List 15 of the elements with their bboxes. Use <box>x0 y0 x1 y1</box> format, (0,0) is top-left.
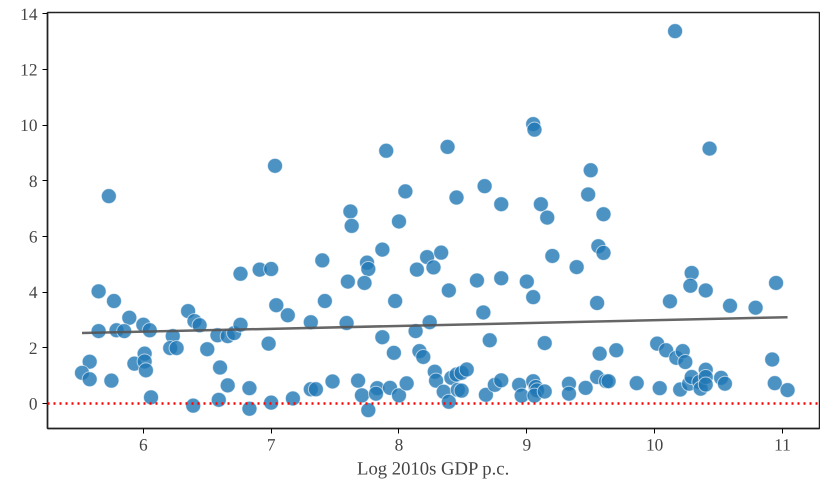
x-tick-label: 11 <box>774 436 791 454</box>
x-tick-label: 8 <box>394 436 404 454</box>
y-tick-label: 6 <box>28 228 38 246</box>
y-tick-label: 12 <box>20 60 38 80</box>
x-tick-label: 10 <box>646 436 664 454</box>
y-tick-label: 8 <box>28 172 38 191</box>
x-tick-label: 9 <box>522 436 532 454</box>
x-tick-label: 6 <box>139 436 148 454</box>
y-tick-label: 0 <box>28 394 38 414</box>
y-tick-label: 10 <box>20 116 38 136</box>
y-tick-label: 4 <box>28 283 38 302</box>
x-axis-title: Log 2010s GDP p.c. <box>357 458 510 480</box>
y-tick-label: 14 <box>20 4 38 24</box>
y-tick-label: 2 <box>28 338 38 358</box>
x-tick-label: 7 <box>266 436 276 454</box>
